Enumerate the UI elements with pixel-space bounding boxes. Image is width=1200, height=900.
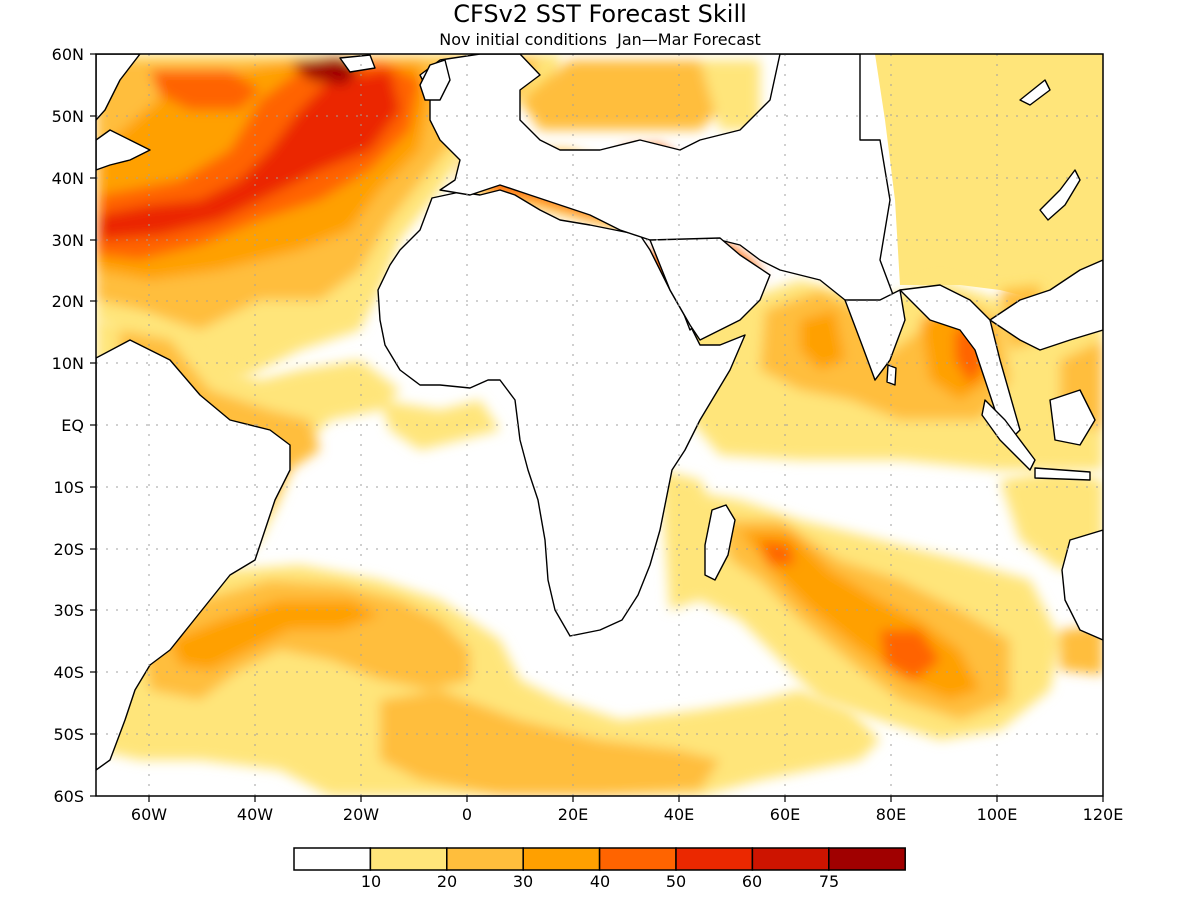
iceland-island [339, 54, 376, 73]
shade-guinea-20 [380, 400, 500, 450]
east-asia-landmass [989, 259, 1103, 351]
lon-label: 100E [977, 805, 1018, 824]
color-legend: 10 20 30 40 50 60 75 [293, 847, 906, 891]
legend-label: 60 [742, 872, 762, 891]
legend-label: 40 [590, 872, 610, 891]
lat-label: 20N [52, 292, 84, 311]
india-landmass [844, 289, 906, 381]
kamchatka-island [1019, 79, 1051, 106]
borneo-island [1049, 389, 1096, 446]
lon-label: 0 [462, 805, 472, 824]
lat-label: 50N [52, 107, 84, 126]
lat-label: EQ [61, 416, 84, 435]
madagascar-island [704, 504, 736, 581]
shade-south-indian-50 [880, 630, 940, 680]
legend-label: 10 [361, 872, 381, 891]
shade-labrador-40 [150, 70, 260, 110]
legend-swatches [293, 847, 906, 871]
lon-label: 40W [237, 805, 273, 824]
lat-label: 50S [53, 725, 84, 744]
africa-landmass [377, 189, 746, 637]
shade-north-atlantic-75 [290, 56, 360, 85]
shade-east-asia-20 [875, 54, 1103, 300]
gridlines [96, 54, 1103, 796]
coastlines [96, 54, 1103, 771]
japan-island [1039, 169, 1081, 221]
sumatra-island [981, 399, 1036, 471]
legend-swatch [675, 847, 754, 871]
lon-label: 120E [1083, 805, 1124, 824]
legend-label: 20 [437, 872, 457, 891]
map-subtitle: Nov initial conditions Jan—Mar Forecast [439, 30, 761, 49]
axis-ticks [90, 53, 1104, 802]
legend-swatch [293, 847, 372, 871]
latitude-labels: 60N 50N 40N 30N 20N 10N EQ 10S 20S 30S 4… [52, 45, 84, 806]
legend-swatch [369, 847, 448, 871]
legend-swatch [446, 847, 524, 871]
legend-swatch [598, 847, 677, 871]
lat-label: 60S [53, 787, 84, 806]
lon-label: 20W [343, 805, 379, 824]
legend-swatch [522, 847, 601, 871]
north-america-landmass [96, 129, 151, 171]
map-title: CFSv2 SST Forecast Skill [453, 0, 747, 28]
shade-south-atlantic-40 [170, 600, 380, 670]
lat-label: 60N [52, 45, 84, 64]
lat-label: 10N [52, 354, 84, 373]
lat-label: 40S [53, 663, 84, 682]
greenland-landmass [96, 54, 141, 121]
java-island [1034, 467, 1091, 481]
lat-label: 30N [52, 231, 84, 250]
map-plot-area [90, 53, 1104, 802]
legend-label: 50 [666, 872, 686, 891]
shade-siberia-band [700, 60, 760, 130]
legend-label: 75 [819, 872, 839, 891]
lat-label: 20S [53, 540, 84, 559]
legend-swatch [828, 847, 906, 871]
lat-label: 10S [53, 478, 84, 497]
arabia-peninsula [649, 237, 771, 341]
lon-label: 20E [558, 805, 588, 824]
south-america-landmass [96, 339, 291, 771]
shade-europe-band [520, 60, 720, 130]
british-isles [419, 59, 451, 101]
longitude-labels: 60W 40W 20W 0 20E 40E 60E 80E 100E 120E [131, 805, 1123, 824]
lon-label: 60W [131, 805, 167, 824]
australia-landmass [1061, 529, 1103, 641]
lon-label: 80E [876, 805, 906, 824]
legend-label: 30 [513, 872, 533, 891]
shade-arabian-40 [800, 310, 845, 370]
shade-southern-ocean-30 [380, 690, 720, 796]
lat-label: 30S [53, 601, 84, 620]
lon-label: 40E [664, 805, 694, 824]
shade-australia-south-30 [1060, 625, 1103, 675]
lat-label: 40N [52, 169, 84, 188]
legend-labels: 10 20 30 40 50 60 75 [361, 872, 839, 891]
shade-north-atlantic-60 [98, 70, 400, 240]
lon-label: 60E [770, 805, 800, 824]
shade-south-indian-50b [760, 540, 795, 565]
legend-swatch [751, 847, 830, 871]
